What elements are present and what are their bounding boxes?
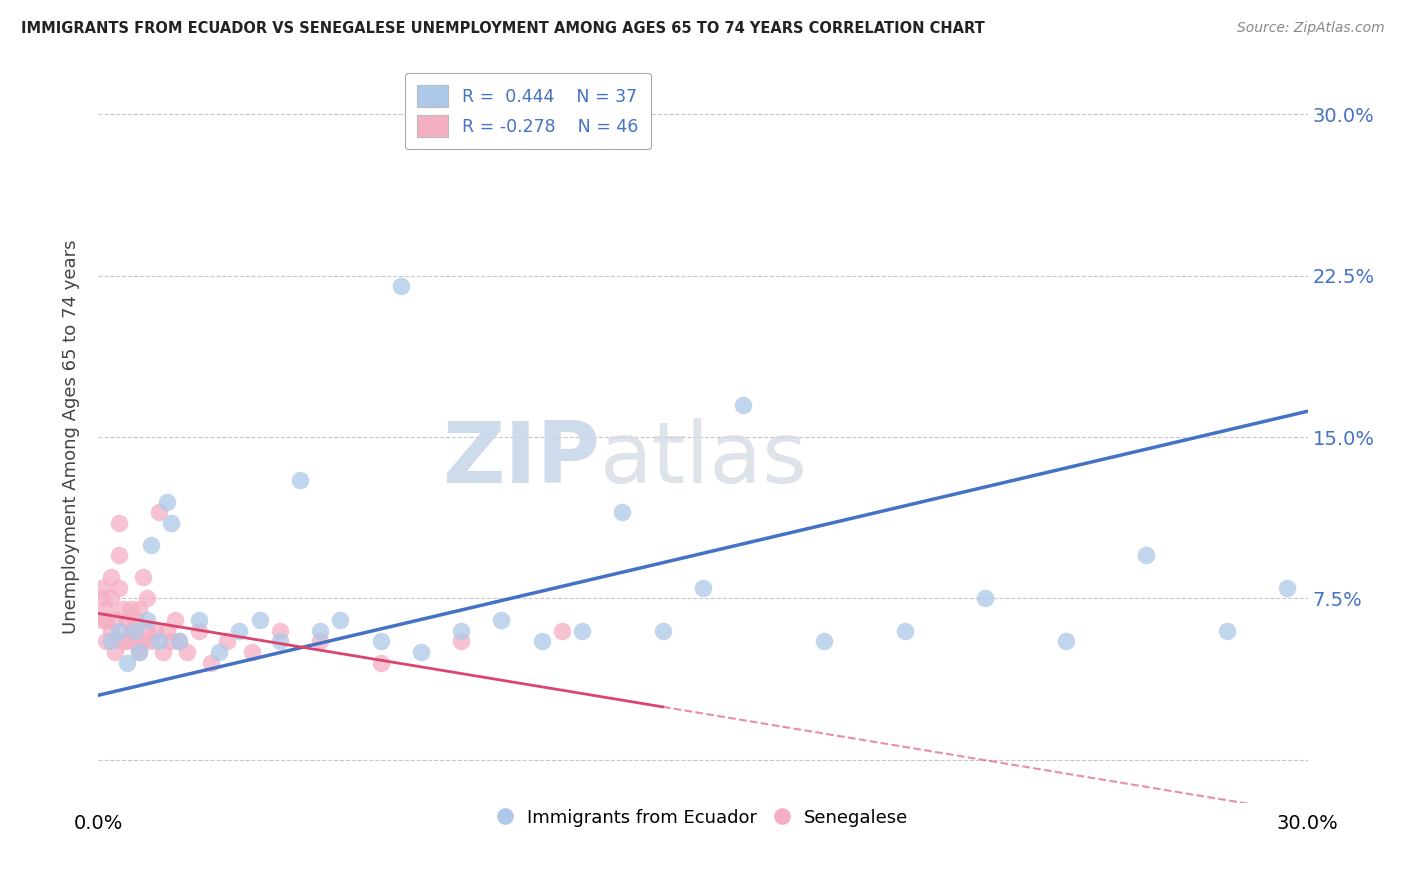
Point [143, 624, 166, 638]
Point [91, 591, 114, 606]
Point [156, 494, 179, 508]
Point [124, 613, 146, 627]
Text: IMMIGRANTS FROM ECUADOR VS SENEGALESE UNEMPLOYMENT AMONG AGES 65 TO 74 YEARS COR: IMMIGRANTS FROM ECUADOR VS SENEGALESE UN… [21, 21, 984, 36]
Point [188, 624, 211, 638]
Point [124, 634, 146, 648]
Point [91, 613, 114, 627]
Point [813, 634, 835, 648]
Point [409, 645, 432, 659]
Point [96, 602, 118, 616]
Point [692, 581, 714, 595]
Point [450, 624, 472, 638]
Point [100, 591, 122, 606]
Point [135, 591, 157, 606]
Point [107, 581, 129, 595]
Point [115, 656, 138, 670]
Point [135, 624, 157, 638]
Point [128, 645, 150, 659]
Point [309, 634, 332, 648]
Text: ZIP: ZIP [443, 417, 600, 500]
Point [370, 656, 392, 670]
Point [228, 624, 250, 638]
Point [1216, 624, 1239, 638]
Point [120, 624, 142, 638]
Point [111, 602, 134, 616]
Point [200, 656, 222, 670]
Point [107, 516, 129, 530]
Point [188, 613, 211, 627]
Point [100, 624, 122, 638]
Point [1054, 634, 1077, 648]
Point [269, 624, 291, 638]
Point [309, 624, 332, 638]
Point [111, 634, 134, 648]
Point [160, 516, 183, 530]
Point [167, 634, 190, 648]
Point [551, 624, 574, 638]
Point [148, 505, 170, 519]
Point [217, 634, 239, 648]
Point [389, 279, 412, 293]
Point [152, 645, 174, 659]
Point [571, 624, 593, 638]
Point [269, 634, 291, 648]
Point [128, 645, 150, 659]
Point [100, 570, 122, 584]
Point [1277, 581, 1299, 595]
Point [612, 505, 634, 519]
Point [115, 634, 138, 648]
Point [450, 634, 472, 648]
Point [208, 645, 231, 659]
Point [103, 645, 125, 659]
Point [530, 634, 553, 648]
Point [974, 591, 997, 606]
Point [176, 645, 198, 659]
Point [96, 634, 118, 648]
Point [249, 613, 271, 627]
Point [893, 624, 915, 638]
Text: Source: ZipAtlas.com: Source: ZipAtlas.com [1237, 21, 1385, 35]
Point [124, 624, 146, 638]
Point [135, 613, 157, 627]
Point [329, 613, 352, 627]
Y-axis label: Unemployment Among Ages 65 to 74 years: Unemployment Among Ages 65 to 74 years [62, 240, 80, 634]
Point [288, 473, 311, 487]
Legend: Immigrants from Ecuador, Senegalese: Immigrants from Ecuador, Senegalese [491, 802, 915, 834]
Point [107, 549, 129, 563]
Point [103, 613, 125, 627]
Text: atlas: atlas [600, 417, 808, 500]
Point [120, 602, 142, 616]
Point [139, 538, 162, 552]
Point [167, 634, 190, 648]
Point [115, 613, 138, 627]
Point [370, 634, 392, 648]
Point [160, 634, 183, 648]
Point [132, 570, 155, 584]
Point [651, 624, 673, 638]
Point [1135, 549, 1157, 563]
Point [163, 613, 186, 627]
Point [491, 613, 513, 627]
Point [733, 398, 755, 412]
Point [132, 634, 155, 648]
Point [128, 602, 150, 616]
Point [100, 634, 122, 648]
Point [96, 613, 118, 627]
Point [107, 624, 129, 638]
Point [148, 634, 170, 648]
Point [91, 581, 114, 595]
Point [240, 645, 263, 659]
Point [139, 634, 162, 648]
Point [156, 624, 179, 638]
